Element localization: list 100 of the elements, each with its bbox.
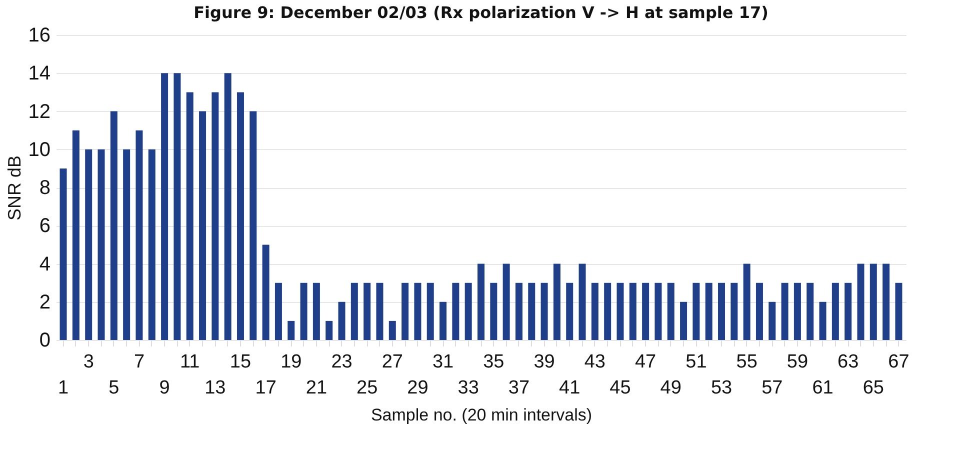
x-tick-label: 61 [812, 378, 834, 398]
y-tick-label: 4 [39, 253, 50, 276]
bar [743, 264, 750, 340]
bar [718, 282, 726, 340]
x-tick-label: 23 [331, 352, 352, 372]
x-tick-label: 41 [559, 378, 580, 398]
bar [540, 282, 548, 340]
bar [212, 92, 219, 340]
bar [616, 282, 624, 340]
x-tick-label: 37 [508, 378, 530, 398]
x-tick-label: 13 [204, 378, 226, 398]
bar [857, 264, 864, 340]
bar [654, 282, 662, 340]
x-tick-label: 53 [710, 378, 732, 398]
x-tick-label: 25 [356, 378, 378, 398]
x-tick-label: 3 [83, 352, 94, 372]
x-tick-label: 57 [762, 378, 783, 398]
bar [60, 168, 67, 340]
bar [705, 282, 712, 340]
y-axis-title: SNR dB [4, 155, 24, 221]
bar [591, 282, 598, 340]
bar [274, 282, 282, 340]
x-tick-label: 63 [838, 352, 859, 372]
bar [110, 111, 118, 340]
bar [224, 73, 232, 340]
x-tick-label: 11 [180, 352, 200, 372]
bar [692, 282, 700, 340]
x-axis-title: Sample no. (20 min intervals) [370, 406, 592, 424]
x-tick-label: 29 [407, 378, 428, 398]
bar [312, 282, 320, 340]
bar [402, 282, 409, 340]
bar [490, 282, 498, 340]
bar [844, 282, 852, 340]
bar [452, 282, 460, 340]
bar [629, 282, 636, 340]
bar [326, 320, 333, 340]
x-tick-label: 15 [230, 352, 252, 372]
y-tick-label: 16 [28, 24, 50, 46]
bar [161, 73, 168, 340]
bar [566, 282, 574, 340]
x-tick-label: 21 [306, 378, 328, 398]
bar [794, 282, 801, 340]
x-tick-label: 39 [534, 352, 555, 372]
bar [730, 282, 738, 340]
bar [364, 282, 371, 340]
y-tick-label: 6 [39, 215, 50, 238]
bar [376, 282, 384, 340]
x-tick-label: 17 [255, 378, 276, 398]
bar [768, 302, 776, 340]
x-tick-label: 33 [458, 378, 479, 398]
x-tick-label: 49 [660, 378, 682, 398]
x-tick-label: 67 [888, 352, 910, 372]
bar [515, 282, 522, 340]
bar [604, 282, 612, 340]
y-tick-label: 2 [39, 291, 50, 314]
bar [136, 130, 143, 340]
bar [895, 282, 902, 340]
bar [756, 282, 763, 340]
bar [350, 282, 358, 340]
bar [338, 302, 346, 340]
x-tick-label: 65 [862, 378, 884, 398]
x-tick-label: 55 [736, 352, 758, 372]
y-tick-label: 10 [28, 138, 50, 161]
y-tick-label: 8 [39, 177, 50, 199]
x-tick-label: 51 [686, 352, 707, 372]
x-tick-label: 27 [382, 352, 403, 372]
bar [148, 149, 156, 340]
x-tick-label: 35 [483, 352, 504, 372]
bar [832, 282, 839, 340]
x-tick-label: 1 [58, 378, 69, 398]
bar [478, 264, 484, 340]
bar [288, 320, 295, 340]
x-tick-label: 31 [432, 352, 454, 372]
bar [174, 73, 181, 340]
bar [642, 282, 650, 340]
bar [388, 320, 396, 340]
bar [414, 282, 422, 340]
bar [502, 264, 510, 340]
bar [186, 92, 194, 340]
bar [578, 264, 586, 340]
bar [123, 149, 130, 340]
x-tick-label: 5 [108, 378, 120, 398]
bar [680, 302, 688, 340]
bar [882, 264, 890, 340]
bar [85, 149, 92, 340]
x-tick-label: 9 [159, 378, 170, 398]
y-tick-label: 12 [28, 100, 50, 123]
bar [98, 149, 105, 340]
bar [464, 282, 472, 340]
y-tick-label: 0 [39, 330, 50, 352]
bar [72, 130, 80, 340]
x-tick-label: 43 [584, 352, 606, 372]
bar [870, 264, 877, 340]
x-tick-label: 45 [610, 378, 631, 398]
bar [440, 302, 447, 340]
x-tick-label: 47 [634, 352, 656, 372]
bar [262, 244, 270, 340]
x-tick-label: 19 [280, 352, 302, 372]
bar [426, 282, 434, 340]
x-tick-label: 7 [134, 352, 145, 372]
